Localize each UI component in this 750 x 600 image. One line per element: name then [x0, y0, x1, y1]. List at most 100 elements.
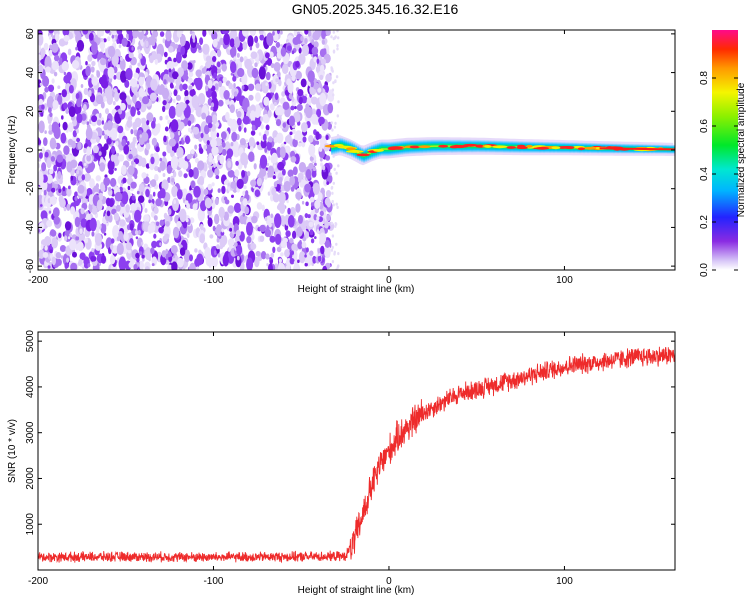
- noise-speckle: [289, 258, 295, 265]
- noise-speckle: [53, 216, 60, 225]
- noise-speckle: [163, 79, 167, 85]
- noise-speckle: [213, 72, 218, 79]
- noise-speckle: [291, 243, 296, 251]
- noise-speckle: [45, 66, 51, 73]
- noise-speckle: [248, 94, 254, 101]
- snr-xtick-label: 100: [556, 576, 573, 587]
- noise-speckle: [299, 240, 302, 244]
- noise-speckle: [310, 157, 314, 161]
- noise-speckle: [46, 95, 55, 110]
- signal-trace-segment: [515, 140, 518, 154]
- noise-speckle: [170, 150, 175, 158]
- noise-speckle: [62, 186, 66, 192]
- noise-speckle: [153, 206, 159, 214]
- noise-speckle: [317, 87, 322, 93]
- noise-speckle: [235, 255, 242, 268]
- noise-speckle: [119, 56, 123, 62]
- noise-speckle: [118, 108, 123, 115]
- noise-speckle: [64, 235, 68, 242]
- noise-speckle: [38, 222, 45, 231]
- noise-speckle: [247, 83, 255, 92]
- noise-speckle: [69, 238, 77, 251]
- signal-core-blob: [333, 144, 344, 147]
- noise-speckle: [229, 227, 233, 232]
- noise-speckle: [318, 253, 321, 257]
- noise-speckle: [59, 57, 63, 64]
- noise-speckle: [38, 249, 45, 259]
- colorbar-gradient: [712, 30, 738, 270]
- noise-speckle: [242, 30, 249, 37]
- noise-speckle: [308, 83, 311, 87]
- noise-speckle: [305, 169, 312, 180]
- noise-speckle: [203, 145, 208, 150]
- noise-speckle: [186, 233, 190, 239]
- noise-speckle: [75, 93, 80, 100]
- noise-speckle: [84, 237, 89, 244]
- noise-speckle: [159, 160, 166, 171]
- noise-speckle: [138, 53, 142, 59]
- noise-speckle: [265, 71, 271, 81]
- colorbar-ticks: 0.0 0.2 0.4 0.6 0.8: [699, 71, 738, 277]
- noise-speckle: [261, 204, 265, 212]
- noise-speckle: [220, 217, 224, 222]
- noise-speckle: [204, 251, 210, 259]
- noise-speckle: [176, 221, 182, 228]
- noise-speckle: [332, 81, 335, 85]
- noise-speckle: [154, 165, 159, 171]
- noise-speckle: [308, 162, 314, 170]
- noise-speckle: [166, 98, 170, 103]
- noise-speckle: [130, 106, 136, 117]
- noise-speckle: [249, 146, 254, 152]
- noise-speckle: [254, 256, 260, 268]
- noise-speckle: [305, 103, 310, 111]
- noise-speckle: [120, 70, 127, 83]
- noise-speckle: [283, 180, 291, 192]
- noise-speckle: [59, 245, 67, 252]
- noise-speckle: [150, 78, 158, 91]
- noise-speckle: [64, 221, 72, 231]
- noise-speckle: [331, 234, 335, 238]
- noise-speckle: [95, 175, 102, 182]
- noise-speckle: [254, 62, 258, 67]
- noise-speckle: [272, 246, 276, 253]
- noise-speckle: [135, 100, 142, 111]
- noise-speckle: [136, 237, 143, 248]
- noise-speckle: [317, 255, 322, 262]
- noise-speckle: [290, 156, 297, 163]
- noise-speckle: [336, 205, 339, 209]
- noise-speckle: [302, 136, 307, 143]
- signal-trace-segment: [447, 139, 450, 153]
- snr-ytick-label: 1000: [25, 513, 36, 536]
- noise-speckle: [318, 147, 323, 152]
- noise-speckle: [305, 258, 308, 264]
- noise-speckle: [275, 119, 282, 127]
- noise-speckle: [325, 134, 329, 141]
- noise-speckle: [90, 66, 95, 73]
- noise-speckle: [332, 203, 335, 207]
- noise-speckle: [260, 124, 264, 130]
- noise-speckle: [145, 40, 149, 48]
- noise-speckle: [272, 175, 276, 180]
- noise-speckle: [104, 85, 113, 100]
- noise-speckle: [136, 155, 144, 167]
- noise-speckle: [295, 60, 300, 68]
- noise-speckle: [178, 170, 183, 178]
- noise-speckle: [48, 124, 52, 131]
- snr-series-line: [38, 346, 675, 564]
- noise-speckle: [308, 221, 314, 228]
- signal-core-blob: [388, 146, 403, 150]
- noise-speckle: [286, 45, 292, 51]
- noise-speckle: [263, 96, 270, 107]
- noise-speckle: [193, 60, 196, 64]
- noise-speckle: [230, 181, 237, 189]
- noise-speckle: [164, 126, 169, 132]
- noise-speckle: [71, 60, 80, 69]
- noise-speckle: [106, 138, 112, 145]
- signal-core-blob: [409, 145, 421, 149]
- noise-speckle: [276, 132, 284, 144]
- noise-speckle: [172, 71, 179, 80]
- noise-speckle: [227, 182, 231, 187]
- noise-speckle: [298, 47, 302, 54]
- noise-speckle: [265, 253, 270, 260]
- noise-speckle: [99, 162, 106, 172]
